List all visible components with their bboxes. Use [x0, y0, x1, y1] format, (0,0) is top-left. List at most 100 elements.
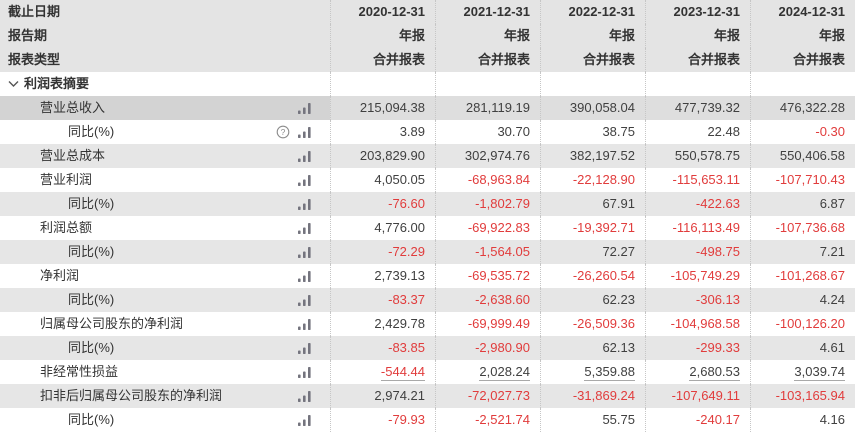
section-empty-cell: [435, 72, 540, 96]
table-row: 营业利润 4,050.05 -68,963.84 -22,128.90 -115,653…: [0, 168, 855, 192]
header-label-text: 报告期: [8, 28, 48, 43]
value-text: -26,260.54: [572, 268, 635, 283]
value-cell: 2,739.13: [330, 264, 435, 288]
value-text: -2,980.90: [475, 340, 530, 355]
bar-chart-icon[interactable]: [297, 342, 312, 355]
value-text: 2,974.21: [374, 388, 425, 403]
row-label-text: 同比(%): [68, 292, 115, 307]
value-text: 4,050.05: [374, 172, 425, 187]
bar-chart-icon[interactable]: [297, 174, 312, 187]
value-cell: 7.21: [750, 240, 855, 264]
value-text: -107,710.43: [775, 172, 845, 187]
section-label-cell[interactable]: 利润表摘要: [0, 72, 330, 96]
table-row: 非经常性损益 -544.44 2,028.24 5,359.88 2,680.53 3,0…: [0, 360, 855, 384]
row-label-text: 归属母公司股东的净利润: [40, 316, 184, 331]
bar-chart-icon[interactable]: [297, 198, 312, 211]
value-cell: 2,680.53: [645, 360, 750, 384]
row-label-text: 非经常性损益: [40, 364, 119, 379]
header-cell: 合并报表: [330, 48, 435, 72]
bar-chart-icon[interactable]: [297, 318, 312, 331]
value-cell: -306.13: [645, 288, 750, 312]
value-text: -2,521.74: [475, 412, 530, 427]
value-text: 4.16: [819, 412, 845, 427]
value-cell: -0.30: [750, 120, 855, 144]
value-text: -1,564.05: [475, 244, 530, 259]
bar-chart-icon[interactable]: [297, 270, 312, 283]
value-text: -68,963.84: [467, 172, 530, 187]
header-row: 截止日期 2020-12-31 2021-12-31 2022-12-31 2023-1…: [0, 0, 855, 24]
bar-chart-icon[interactable]: [297, 222, 312, 235]
row-icons: [297, 222, 330, 235]
bar-chart-icon[interactable]: [297, 246, 312, 259]
header-cell: 合并报表: [645, 48, 750, 72]
value-cell: -26,509.36: [540, 312, 645, 336]
value-cell: -76.60: [330, 192, 435, 216]
row-icons: [297, 342, 330, 355]
bar-chart-icon[interactable]: [297, 102, 312, 115]
chevron-down-icon[interactable]: [8, 80, 19, 88]
value-text: -26,509.36: [572, 316, 635, 331]
bar-chart-icon[interactable]: [297, 366, 312, 379]
value-text: -107,736.68: [775, 220, 845, 235]
header-cell: 2023-12-31: [645, 0, 750, 24]
value-cell: 2,974.21: [330, 384, 435, 408]
table-row: 归属母公司股东的净利润 2,429.78 -69,999.49 -26,509.36 -…: [0, 312, 855, 336]
value-text: 6.87: [819, 196, 845, 211]
value-text: 4.24: [819, 292, 845, 307]
value-text: -100,126.20: [775, 316, 845, 331]
section-empty-cell: [750, 72, 855, 96]
value-text: 390,058.04: [569, 100, 635, 115]
value-cell: 4,776.00: [330, 216, 435, 240]
value-text: -69,535.72: [467, 268, 530, 283]
value-text: -422.63: [695, 196, 740, 211]
table-row: 净利润 2,739.13 -69,535.72 -26,260.54 -105,749.…: [0, 264, 855, 288]
value-text: -79.93: [388, 412, 425, 427]
bar-chart-icon[interactable]: [297, 414, 312, 427]
question-mark-circle-icon[interactable]: ?: [276, 125, 290, 139]
table-row: 同比(%)? 3.89 30.70 38.75 22.48 -0.30: [0, 120, 855, 144]
bar-chart-icon[interactable]: [297, 390, 312, 403]
value-cell: 2,028.24: [435, 360, 540, 384]
value-text: 5,359.88: [584, 364, 635, 381]
value-cell: 5,359.88: [540, 360, 645, 384]
value-text: 2,429.78: [374, 316, 425, 331]
row-label-text: 利润总额: [40, 220, 93, 235]
value-cell: -79.93: [330, 408, 435, 432]
value-text: -69,922.83: [467, 220, 530, 235]
value-text: 4.61: [819, 340, 845, 355]
header-cell: 合并报表: [435, 48, 540, 72]
row-label-text: 同比(%): [68, 340, 115, 355]
row-label-text: 扣非后归属母公司股东的净利润: [40, 388, 223, 403]
value-cell: 2,429.78: [330, 312, 435, 336]
row-label-cell: 同比(%): [0, 288, 330, 312]
value-cell: 281,119.19: [435, 96, 540, 120]
value-cell: 3.89: [330, 120, 435, 144]
bar-chart-icon[interactable]: [297, 150, 312, 163]
value-text: 30.70: [497, 124, 530, 139]
value-cell: -299.33: [645, 336, 750, 360]
value-text: 215,094.38: [359, 100, 425, 115]
svg-text:?: ?: [281, 127, 286, 137]
section-row-income-statement[interactable]: 利润表摘要: [0, 72, 855, 96]
value-text: -1,802.79: [475, 196, 530, 211]
value-text: -69,999.49: [467, 316, 530, 331]
table-row: 同比(%) -83.37 -2,638.60 62.23 -306.13 4.24: [0, 288, 855, 312]
value-text: 62.13: [602, 340, 635, 355]
value-text: 281,119.19: [465, 100, 530, 115]
value-text: 550,406.58: [779, 148, 845, 163]
value-text: 203,829.90: [359, 148, 425, 163]
header-row-label: 报告期: [0, 24, 330, 48]
row-label-text: 同比(%): [68, 412, 115, 427]
row-label-cell: 净利润: [0, 264, 330, 288]
header-cell: 2024-12-31: [750, 0, 855, 24]
bar-chart-icon[interactable]: [297, 294, 312, 307]
value-text: -2,638.60: [475, 292, 530, 307]
bar-chart-icon[interactable]: [297, 126, 312, 139]
value-cell: -2,980.90: [435, 336, 540, 360]
value-cell: -107,649.11: [645, 384, 750, 408]
value-cell: -240.17: [645, 408, 750, 432]
row-icons: [297, 270, 330, 283]
row-label-cell: 利润总额: [0, 216, 330, 240]
row-label-text: 同比(%): [68, 196, 115, 211]
value-cell: -26,260.54: [540, 264, 645, 288]
